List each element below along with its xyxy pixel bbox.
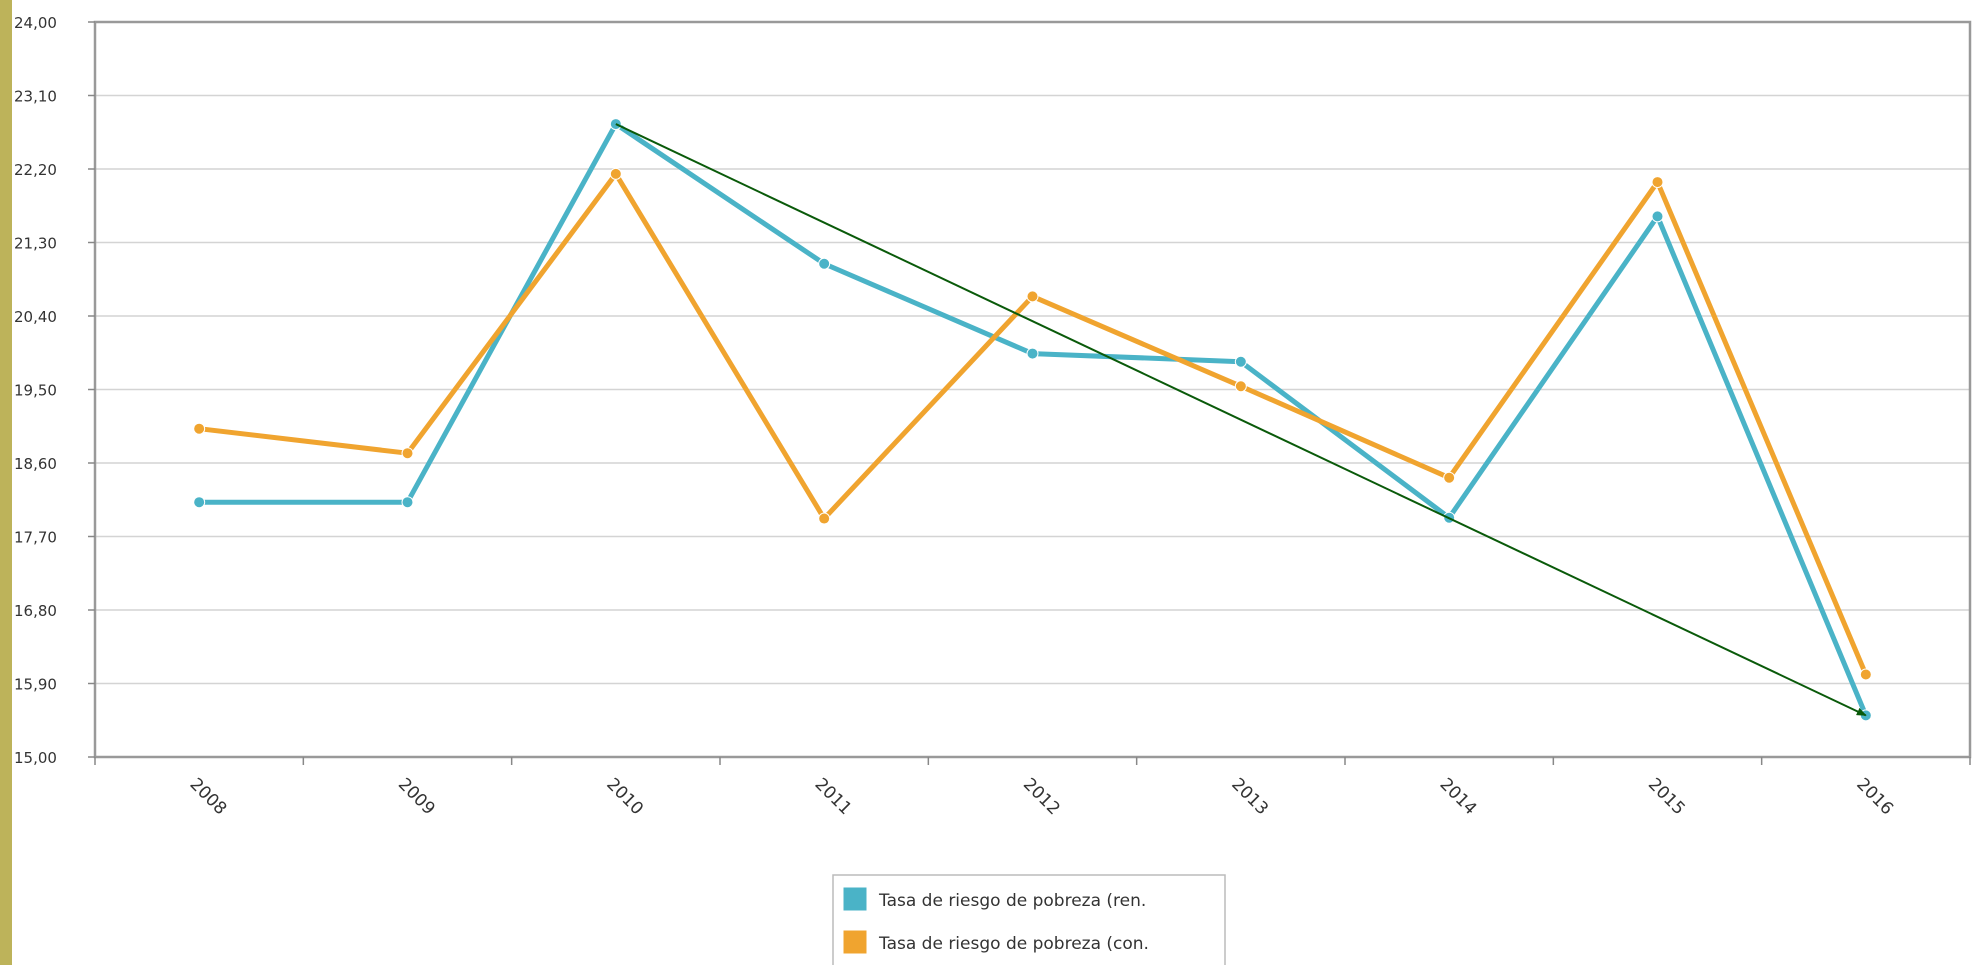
y-tick-label: 23,10 <box>14 88 57 106</box>
legend-box <box>832 874 1226 965</box>
y-tick-label: 15,00 <box>14 749 57 767</box>
data-point[interactable] <box>1234 355 1247 368</box>
x-tick-label: 2015 <box>1644 774 1689 819</box>
grid-lines <box>93 20 1972 759</box>
y-tick-label: 21,30 <box>14 235 57 253</box>
x-tick-label: 2009 <box>394 774 439 819</box>
x-tick-label: 2014 <box>1436 774 1481 819</box>
legend-label[interactable]: Tasa de riesgo de pobreza (ren. <box>878 891 1146 911</box>
y-tick-label: 18,60 <box>14 455 57 473</box>
legend-swatch <box>842 886 868 912</box>
left-edge-band <box>0 0 12 965</box>
y-tick-label: 20,40 <box>14 308 57 326</box>
x-tick-label: 2011 <box>811 774 856 819</box>
data-point[interactable] <box>1026 290 1039 303</box>
y-axis: 15,00 15,90 16,80 17,70 18,60 19,50 20,40 21,30… <box>14 14 95 767</box>
data-point[interactable] <box>1859 668 1872 681</box>
data-point[interactable] <box>401 447 414 460</box>
y-tick-label: 15,90 <box>14 676 57 694</box>
data-point[interactable] <box>1234 380 1247 393</box>
x-tick-label: 2008 <box>186 774 231 819</box>
series-lines <box>193 118 1872 722</box>
x-tick-label: 2012 <box>1019 774 1064 819</box>
series-line-1 <box>196 121 1869 718</box>
data-point[interactable] <box>609 167 622 180</box>
data-point[interactable] <box>818 257 831 270</box>
data-point[interactable] <box>818 512 831 525</box>
legend-swatch <box>842 929 868 955</box>
y-tick-label: 17,70 <box>14 529 57 547</box>
data-point[interactable] <box>1651 176 1664 189</box>
trend-arrow <box>615 123 1867 717</box>
data-point[interactable] <box>193 422 206 435</box>
data-point[interactable] <box>1443 471 1456 484</box>
data-point[interactable] <box>1651 210 1664 223</box>
y-tick-label: 16,80 <box>14 602 57 620</box>
legend: Tasa de riesgo de pobreza (ren. Tasa de r… <box>832 874 1226 965</box>
x-tick-label: 2016 <box>1852 774 1897 819</box>
x-tick-label: 2010 <box>602 774 647 819</box>
data-point[interactable] <box>1026 347 1039 360</box>
data-point[interactable] <box>401 496 414 509</box>
y-tick-label: 24,00 <box>14 14 57 32</box>
legend-label[interactable]: Tasa de riesgo de pobreza (con. <box>878 934 1149 954</box>
y-tick-label: 22,20 <box>14 161 57 179</box>
y-tick-label: 19,50 <box>14 382 57 400</box>
x-tick-label: 2013 <box>1227 774 1272 819</box>
trend-annotation <box>615 123 1867 717</box>
data-point[interactable] <box>193 496 206 509</box>
x-axis: 2008 2009 2010 2011 2012 2013 2014 2015 2016 <box>94 757 1971 819</box>
